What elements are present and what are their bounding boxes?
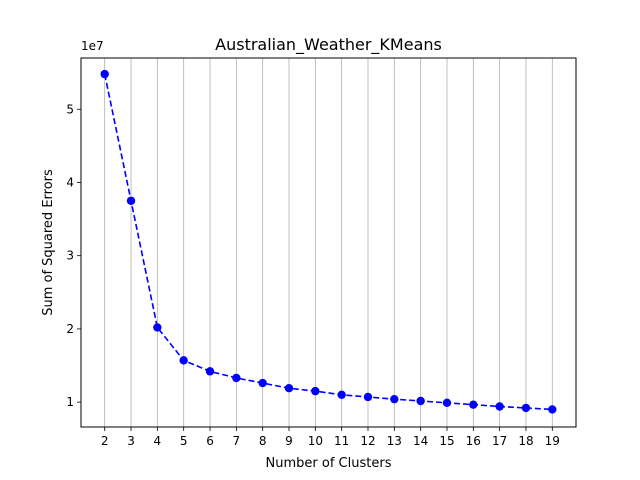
data-point <box>442 398 452 408</box>
y-axis-ticks: 1 2 3 4 5 <box>66 102 81 409</box>
x-tick-label: 10 <box>308 434 323 448</box>
chart-title: Australian_Weather_KMeans <box>215 35 442 55</box>
x-tick-label: 5 <box>180 434 188 448</box>
data-point <box>495 402 504 411</box>
x-tick-label: 6 <box>206 434 214 448</box>
y-tick-label: 2 <box>66 322 74 336</box>
x-tick-label: 17 <box>492 434 507 448</box>
x-tick-label: 2 <box>101 434 109 448</box>
data-point <box>258 378 267 388</box>
y-tick-label: 5 <box>66 102 74 116</box>
axes-frame <box>80 57 577 428</box>
grid <box>104 58 553 427</box>
x-tick-label: 14 <box>413 434 428 448</box>
x-axis-ticks: 2 3 4 5 6 7 8 9 10 11 12 13 14 15 16 17 18 19 <box>101 427 560 448</box>
y-tick-label: 4 <box>66 175 74 189</box>
data-point <box>100 69 109 79</box>
x-tick-label: 18 <box>518 434 533 448</box>
x-tick-label: 9 <box>285 434 293 448</box>
series <box>100 69 557 414</box>
data-point <box>232 373 241 383</box>
data-point <box>390 394 399 404</box>
data-point <box>205 367 215 376</box>
x-tick-label: 15 <box>439 434 454 448</box>
x-tick-label: 13 <box>387 434 402 448</box>
data-point <box>337 390 346 399</box>
data-point <box>284 383 294 393</box>
x-tick-label: 16 <box>466 434 481 448</box>
x-tick-label: 8 <box>259 434 267 448</box>
data-point <box>548 405 557 414</box>
data-point <box>416 396 425 406</box>
y-axis-label: Sum of Squared Errors <box>41 169 56 316</box>
data-point <box>363 392 373 402</box>
data-point <box>521 403 531 413</box>
data-point <box>311 386 320 396</box>
x-tick-label: 3 <box>127 434 135 448</box>
x-tick-label: 19 <box>545 434 560 448</box>
x-tick-label: 12 <box>360 434 375 448</box>
y-tick-label: 3 <box>66 249 74 263</box>
data-point <box>126 196 136 205</box>
data-point <box>153 323 162 332</box>
x-tick-label: 7 <box>233 434 241 448</box>
data-point <box>469 400 478 409</box>
x-axis-label: Number of Clusters <box>266 456 392 471</box>
y-axis-offset-label: 1e7 <box>81 39 104 53</box>
x-tick-label: 11 <box>334 434 349 448</box>
data-point <box>179 356 188 365</box>
x-tick-label: 4 <box>154 434 162 448</box>
series-line <box>103 73 553 411</box>
y-tick-label: 1 <box>66 395 74 409</box>
